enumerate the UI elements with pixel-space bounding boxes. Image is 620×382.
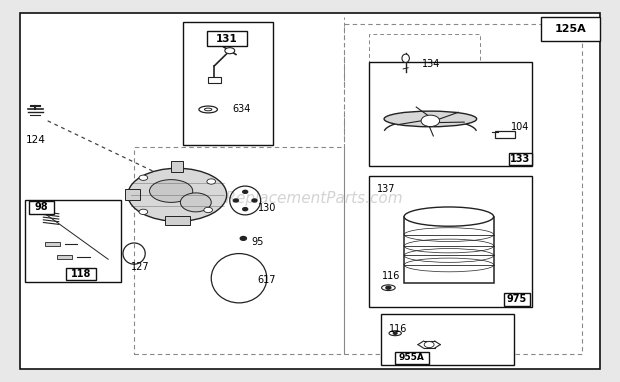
Circle shape bbox=[386, 286, 391, 289]
Bar bbox=[208, 77, 221, 83]
Bar bbox=[57, 256, 73, 259]
Text: 955A: 955A bbox=[399, 353, 425, 363]
Circle shape bbox=[242, 190, 247, 193]
Text: 124: 124 bbox=[26, 135, 46, 145]
Bar bbox=[505, 293, 529, 306]
Circle shape bbox=[241, 236, 246, 240]
Ellipse shape bbox=[199, 106, 218, 113]
Text: 617: 617 bbox=[257, 275, 276, 285]
Text: 118: 118 bbox=[71, 269, 91, 279]
Text: 116: 116 bbox=[389, 324, 407, 334]
Ellipse shape bbox=[384, 111, 477, 127]
Text: 134: 134 bbox=[422, 59, 441, 69]
Circle shape bbox=[139, 175, 148, 180]
Bar bbox=[165, 216, 190, 225]
Text: 130: 130 bbox=[257, 203, 276, 213]
Text: 116: 116 bbox=[382, 271, 401, 281]
Text: 137: 137 bbox=[377, 184, 395, 194]
Text: 131: 131 bbox=[216, 34, 238, 44]
Circle shape bbox=[421, 115, 440, 126]
Bar bbox=[509, 153, 532, 165]
Bar bbox=[184, 22, 273, 146]
Text: 104: 104 bbox=[511, 121, 529, 131]
Circle shape bbox=[393, 332, 397, 334]
Text: 98: 98 bbox=[35, 202, 48, 212]
Ellipse shape bbox=[149, 180, 193, 202]
Circle shape bbox=[424, 342, 434, 348]
Text: 975: 975 bbox=[507, 295, 527, 304]
Bar bbox=[29, 201, 54, 214]
Text: eReplacementParts.com: eReplacementParts.com bbox=[216, 191, 404, 206]
Bar bbox=[171, 161, 184, 172]
Ellipse shape bbox=[180, 193, 211, 212]
Bar bbox=[25, 201, 120, 282]
Circle shape bbox=[242, 207, 247, 210]
Ellipse shape bbox=[404, 207, 494, 226]
Bar bbox=[45, 242, 60, 246]
Bar bbox=[495, 131, 515, 138]
Text: 133: 133 bbox=[510, 154, 531, 164]
Bar bbox=[125, 189, 140, 201]
Text: 634: 634 bbox=[233, 104, 251, 115]
Bar bbox=[394, 352, 428, 364]
Circle shape bbox=[207, 179, 216, 184]
Ellipse shape bbox=[205, 108, 212, 111]
Bar bbox=[369, 34, 480, 92]
Bar bbox=[66, 268, 96, 280]
Text: 95: 95 bbox=[251, 237, 264, 247]
Bar bbox=[369, 176, 532, 307]
Bar bbox=[381, 314, 514, 366]
Circle shape bbox=[252, 199, 257, 202]
Circle shape bbox=[204, 207, 213, 213]
Ellipse shape bbox=[402, 54, 409, 62]
Bar bbox=[541, 16, 600, 41]
Bar bbox=[134, 147, 344, 354]
Ellipse shape bbox=[128, 168, 227, 221]
Circle shape bbox=[225, 48, 235, 54]
Text: 127: 127 bbox=[131, 262, 149, 272]
Text: 125A: 125A bbox=[555, 24, 587, 34]
Bar bbox=[207, 31, 247, 46]
Bar bbox=[369, 62, 532, 166]
Bar bbox=[344, 24, 582, 354]
Circle shape bbox=[139, 209, 148, 215]
Bar bbox=[404, 217, 494, 283]
Circle shape bbox=[234, 199, 239, 202]
